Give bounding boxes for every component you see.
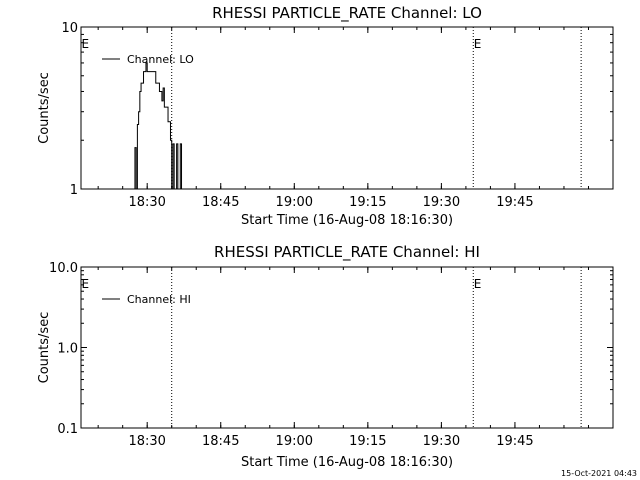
x-tick-label: 19:30	[423, 195, 460, 210]
event-marker-label: E	[474, 277, 482, 291]
y-tick-label: 10	[61, 21, 78, 36]
x-tick-label: 18:45	[202, 195, 239, 210]
y-axis-label: Counts/sec	[37, 72, 52, 144]
x-tick-label: 19:45	[496, 195, 533, 210]
event-marker-label: E	[82, 277, 90, 291]
y-tick-label: 1.0	[57, 342, 78, 357]
plot-frame	[80, 26, 614, 190]
x-tick-label: 18:45	[202, 434, 239, 449]
plot-frame	[80, 266, 614, 429]
x-tick-label: 19:45	[496, 434, 533, 449]
x-axis-label: Start Time (16-Aug-08 18:16:30)	[241, 455, 453, 470]
series-line	[134, 62, 183, 190]
legend-label: Channel: LO	[127, 53, 194, 66]
chart-title: RHESSI PARTICLE_RATE Channel: HI	[214, 243, 480, 262]
x-tick-label: 18:30	[128, 195, 165, 210]
timestamp-label: 15-Oct-2021 04:43	[561, 469, 637, 478]
y-axis-label: Counts/sec	[37, 312, 52, 384]
event-marker-label: E	[82, 37, 90, 51]
chart-panel-hi: RHESSI PARTICLE_RATE Channel: HI 18:30 18:…	[37, 243, 614, 470]
y-tick-label: 10.0	[49, 261, 78, 276]
x-tick-label: 19:00	[276, 434, 313, 449]
y-tick-label: 1	[70, 183, 78, 198]
x-tick-label: 18:30	[128, 434, 165, 449]
chart-panel-lo: RHESSI PARTICLE_RATE Channel: LO 18:30 18:…	[37, 4, 614, 228]
legend-label: Channel: HI	[127, 293, 191, 306]
y-tick-label: 0.1	[57, 422, 78, 437]
x-tick-label: 19:30	[423, 434, 460, 449]
x-tick-label: 19:00	[276, 195, 313, 210]
x-axis-label: Start Time (16-Aug-08 18:16:30)	[241, 213, 453, 228]
chart-title: RHESSI PARTICLE_RATE Channel: LO	[212, 4, 482, 23]
event-marker-label: E	[474, 37, 482, 51]
x-tick-label: 19:15	[349, 195, 386, 210]
x-tick-label: 19:15	[349, 434, 386, 449]
